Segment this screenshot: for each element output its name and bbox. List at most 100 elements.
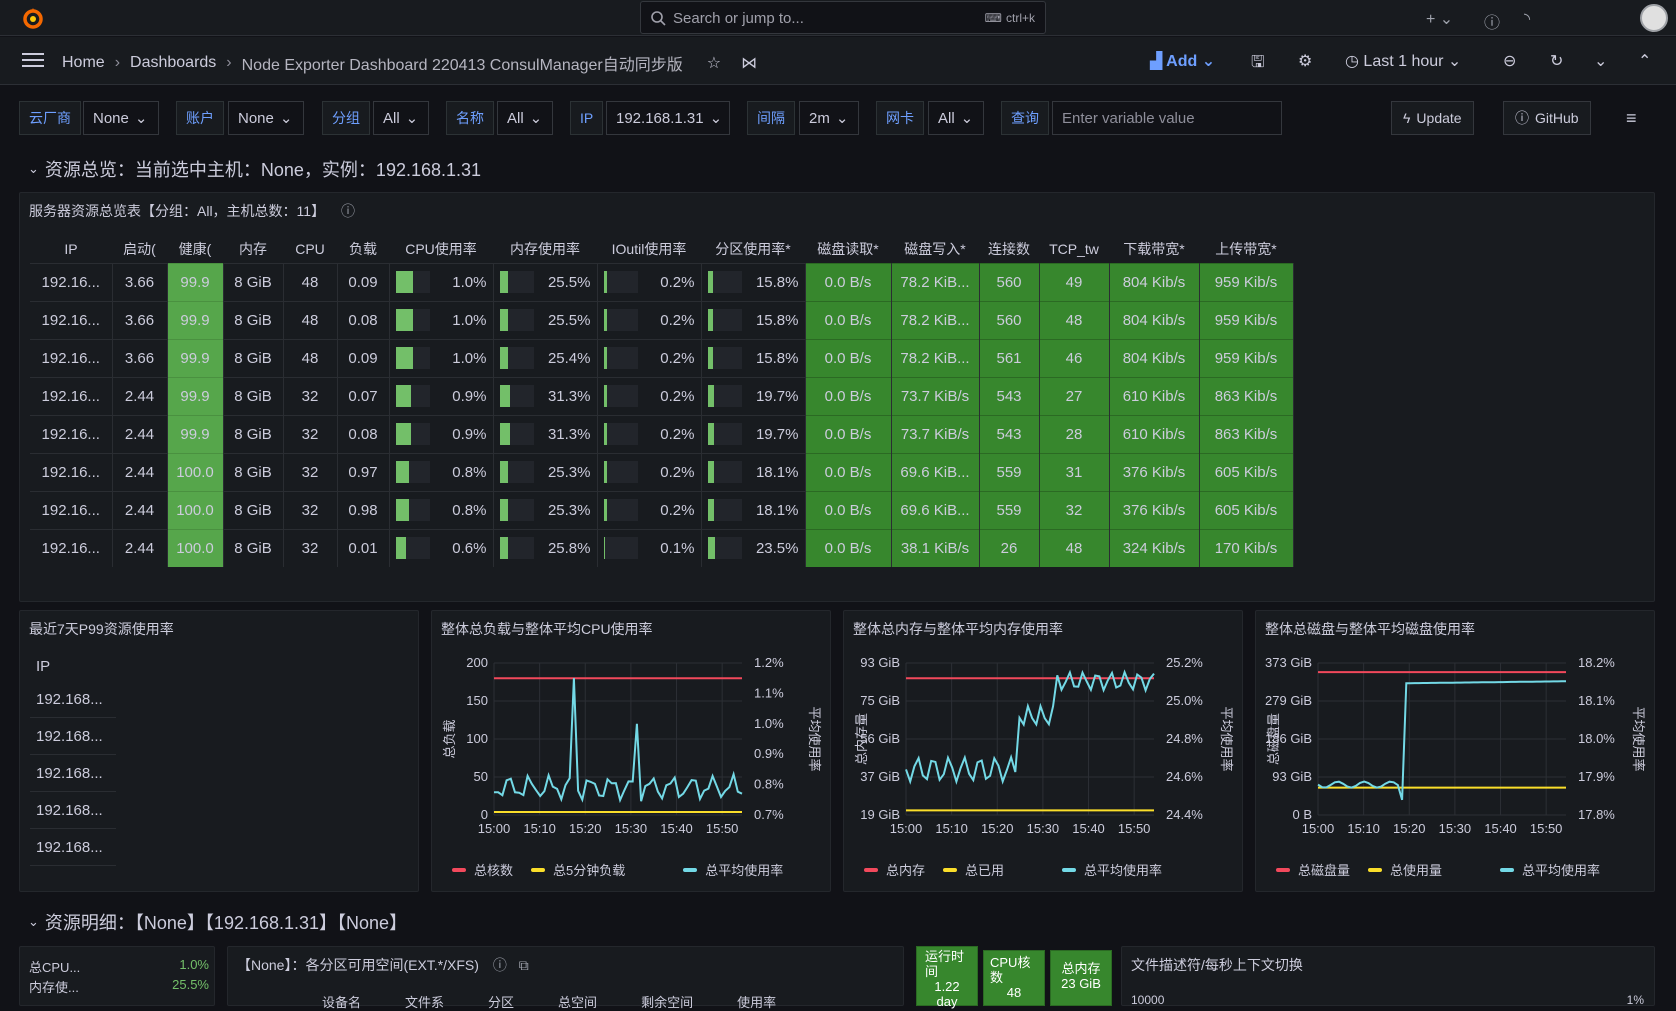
legend-item[interactable]: 总磁盘量 xyxy=(1276,860,1350,879)
var-select-name[interactable]: All ⌄ xyxy=(497,101,553,135)
table-header[interactable]: IOutil使用率 xyxy=(611,240,687,257)
table-cell[interactable]: 8 GiB xyxy=(223,262,284,301)
series-line-avg[interactable] xyxy=(1317,680,1566,801)
legend-item[interactable]: 总内存 xyxy=(864,860,925,879)
table-cell[interactable]: 32 xyxy=(283,376,338,415)
row-header-overview[interactable]: ⌄ 资源总览：当前选中主机：None，实例：192.168.1.31 xyxy=(28,156,481,182)
table-cell[interactable]: 8 GiB xyxy=(223,490,284,529)
table-cell[interactable]: 8 GiB xyxy=(223,528,284,567)
table-header[interactable]: 健康( xyxy=(178,240,212,257)
table-cell[interactable]: 8 GiB xyxy=(223,300,284,339)
update-button[interactable]: ϟ Update xyxy=(1391,101,1474,135)
table-header[interactable]: 内存使用率 xyxy=(510,240,580,257)
menu-lines-icon[interactable]: ≡ xyxy=(1626,107,1637,128)
var-select-account[interactable]: None ⌄ xyxy=(228,101,304,135)
github-button[interactable]: ⓘ GitHub xyxy=(1503,101,1591,135)
table-cell[interactable]: 32 xyxy=(283,414,338,453)
table-cell: 0.0 B/s xyxy=(805,262,892,301)
col-header[interactable]: 分区 xyxy=(488,995,515,1010)
table-cell: 3.66 xyxy=(112,338,168,377)
table-header[interactable]: CPU xyxy=(295,240,325,257)
usage-gauge xyxy=(395,347,430,369)
table-cell[interactable]: 48 xyxy=(283,338,338,377)
collapse-icon[interactable]: ⌃ xyxy=(1638,53,1652,70)
table-header[interactable]: 负载 xyxy=(349,240,377,257)
table-cell[interactable]: 48 xyxy=(283,262,338,301)
star-icon[interactable]: ☆ xyxy=(706,55,722,72)
gauge-cell: 0.8% xyxy=(390,454,493,491)
table-cell[interactable]: 8 GiB xyxy=(223,338,284,377)
legend-item[interactable]: 总已用 xyxy=(943,860,1004,879)
col-header[interactable]: 使用率 xyxy=(737,995,777,1010)
table-header[interactable]: IP xyxy=(64,240,78,257)
share-icon[interactable]: ⋈ xyxy=(741,55,758,72)
legend-item[interactable]: 总5分钟负载 xyxy=(531,860,625,879)
refresh-icon[interactable]: ↻ xyxy=(1550,53,1564,70)
row-header-detail[interactable]: ⌄ 资源明细：【None】【192.168.1.31】【None】 xyxy=(28,909,407,935)
var-select-group[interactable]: All ⌄ xyxy=(373,101,429,135)
time-picker[interactable]: ◷ Last 1 hour ⌄ xyxy=(1345,53,1462,70)
external-link-icon[interactable]: ⧉ xyxy=(518,957,529,973)
time-series-chart[interactable]: 93 GiB 75 GiB 56 GiB 37 GiB 19 GiB 25.2% 25.0%… xyxy=(844,611,1244,893)
table-cell[interactable]: 48 xyxy=(283,300,338,339)
grafana-logo-icon[interactable] xyxy=(20,5,46,31)
table-header[interactable]: TCP_tw xyxy=(1049,240,1099,257)
table-cell[interactable]: 8 GiB xyxy=(223,376,284,415)
var-select-interval[interactable]: 2m ⌄ xyxy=(799,101,859,135)
table-header-ip[interactable]: IP xyxy=(36,657,51,675)
col-header[interactable]: 总空间 xyxy=(558,995,598,1010)
table-header[interactable]: 分区使用率* xyxy=(715,240,791,257)
add-button[interactable]: ▟ Add ⌄ xyxy=(1150,53,1216,70)
table-header[interactable]: 磁盘写入* xyxy=(904,240,966,257)
series-line-avg[interactable] xyxy=(905,669,1155,786)
save-icon[interactable]: 🖫 xyxy=(1251,54,1265,71)
search-input[interactable]: Search or jump to... ⌨ ctrl+k xyxy=(640,1,1046,34)
table-header[interactable]: 磁盘读取* xyxy=(817,240,879,257)
breadcrumb-home[interactable]: Home xyxy=(62,54,105,71)
table-header[interactable]: 启动( xyxy=(123,240,156,257)
legend-item[interactable]: 总核数 xyxy=(452,860,513,879)
table-header[interactable]: 连接数 xyxy=(988,240,1030,257)
table-cell[interactable]: 32 xyxy=(283,490,338,529)
table-cell[interactable]: 8 GiB xyxy=(223,414,284,453)
menu-icon[interactable] xyxy=(22,51,44,69)
refresh-interval-chevron-icon[interactable]: ⌄ xyxy=(1594,53,1608,70)
var-query-input[interactable]: Enter variable value xyxy=(1052,101,1282,135)
table-header[interactable]: 上传带宽* xyxy=(1215,240,1277,257)
table-header[interactable]: 内存 xyxy=(239,240,267,257)
legend-item[interactable]: 总平均使用率 xyxy=(1062,860,1162,879)
breadcrumb-dashboards[interactable]: Dashboards xyxy=(130,54,217,71)
var-select-ip[interactable]: 192.168.1.31 ⌄ xyxy=(606,101,730,135)
help-icon[interactable]: ⓘ xyxy=(1484,15,1501,32)
table-cell[interactable]: 32 xyxy=(283,452,338,491)
panel-title: 整体总内存与整体平均内存使用率 xyxy=(853,621,1063,637)
col-header[interactable]: 设备名 xyxy=(322,995,362,1010)
series-line-avg[interactable] xyxy=(493,678,743,804)
info-icon[interactable]: ⓘ xyxy=(340,203,355,219)
col-header[interactable]: 文件系 xyxy=(405,995,445,1010)
legend-item[interactable]: 总平均使用率 xyxy=(1500,860,1600,879)
zoom-out-icon[interactable]: ⊖ xyxy=(1503,53,1517,70)
y-tick-label: 50 xyxy=(474,769,488,784)
y-axis-label: 总磁盘量 xyxy=(1266,713,1281,765)
legend-item[interactable]: 总使用量 xyxy=(1368,860,1442,879)
table-cell[interactable]: 8 GiB xyxy=(223,452,284,491)
var-select-cloud[interactable]: None ⌄ xyxy=(83,101,159,135)
x-tick-label: 15:10 xyxy=(523,821,556,836)
var-select-nic[interactable]: All ⌄ xyxy=(928,101,984,135)
news-feed-icon[interactable]: ◝ xyxy=(1524,11,1531,28)
plus-icon[interactable]: + ⌄ xyxy=(1426,11,1454,28)
variables-bar: 云厂商 None ⌄ 账户 None ⌄ 分组 All ⌄ 名称 All ⌄ IP 19… xyxy=(0,86,1676,150)
info-icon[interactable]: ⓘ xyxy=(492,957,507,973)
avatar[interactable] xyxy=(1640,4,1668,32)
table-header[interactable]: CPU使用率 xyxy=(405,240,477,257)
table-header[interactable]: 下载带宽* xyxy=(1123,240,1185,257)
legend-item[interactable]: 总平均使用率 xyxy=(683,860,783,879)
time-series-chart[interactable]: 200 150 100 50 0 1.2% 1.1% 1.0% 0.9% 0.8% 0.7% 15:0… xyxy=(432,611,832,893)
col-header[interactable]: 剩余空间 xyxy=(641,995,694,1010)
table-cell[interactable]: 32 xyxy=(283,528,338,567)
table-cell: 32 xyxy=(1039,490,1110,529)
gear-icon[interactable]: ⚙ xyxy=(1298,53,1313,70)
time-series-chart[interactable]: 373 GiB 279 GiB 186 GiB 93 GiB 0 B 18.2% 18.1%… xyxy=(1256,611,1656,893)
disk-chart-panel: 整体总磁盘与整体平均磁盘使用率 373 GiB 279 GiB 186 GiB 93 G… xyxy=(1255,610,1655,892)
